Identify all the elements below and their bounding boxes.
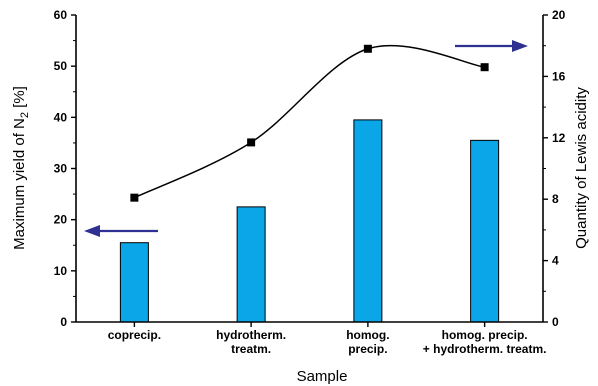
line-point (247, 138, 256, 147)
y-left-tick-label: 0 (60, 315, 67, 329)
y-axis-left-title-main: Maximum yield of N (11, 118, 28, 250)
y-axis-left-title-sub: 2 (19, 112, 31, 118)
x-category-label: hydrotherm. treatm. (216, 328, 286, 356)
x-category-label-line: homog. precip. (442, 328, 528, 342)
y-left-tick-label: 40 (54, 110, 68, 124)
line-point (363, 44, 372, 53)
y-right-tick-label: 20 (552, 8, 566, 22)
x-category-label-line: + hydrotherm. treatm. (423, 342, 547, 356)
x-category-label: homog. precip. + hydrotherm. treatm. (423, 328, 547, 356)
y-axis-right-title: Quantity of Lewis acidity (573, 87, 590, 249)
line-point (130, 193, 139, 202)
bar (353, 119, 383, 323)
x-category-label: coprecip. (108, 328, 161, 342)
bar (119, 242, 149, 323)
category-labels: coprecip. hydrotherm. treatm. homog. precip.… (108, 322, 547, 356)
x-category-label-line: coprecip. (108, 328, 161, 342)
y-right-tick-label: 4 (552, 254, 559, 268)
x-category-label-line: hydrotherm. (216, 328, 286, 342)
axes (75, 15, 544, 323)
x-category-label-line: precip. (348, 342, 387, 356)
left-ticks: 0 10 20 30 40 50 60 (54, 8, 76, 329)
x-category-label: homog. precip. (346, 328, 389, 356)
y-left-tick-label: 30 (54, 162, 68, 176)
bar (470, 139, 500, 323)
left-arrow-head (84, 225, 100, 237)
y-left-tick-label: 10 (54, 264, 68, 278)
y-right-tick-label: 8 (552, 192, 559, 206)
y-right-tick-label: 0 (552, 315, 559, 329)
right-ticks: 0 4 8 12 16 20 (543, 8, 566, 329)
y-left-tick-label: 20 (54, 213, 68, 227)
y-left-tick-label: 50 (54, 59, 68, 73)
x-category-label-line: treatm. (231, 342, 271, 356)
y-axis-left-title: Maximum yield of N2 [%] (11, 86, 31, 250)
y-axis-left-title-suffix: [%] (11, 86, 28, 112)
line-point (480, 63, 489, 72)
bar-series (119, 119, 500, 323)
line-series (130, 44, 489, 202)
x-axis-title: Sample (297, 368, 348, 385)
line-path (134, 44, 485, 199)
annotation-arrows (84, 40, 528, 237)
bar (236, 206, 266, 323)
y-left-tick-label: 60 (54, 8, 68, 22)
right-arrow-head (512, 40, 528, 52)
y-right-tick-label: 16 (552, 69, 566, 83)
y-right-tick-label: 12 (552, 131, 566, 145)
x-category-label-line: homog. (346, 328, 389, 342)
